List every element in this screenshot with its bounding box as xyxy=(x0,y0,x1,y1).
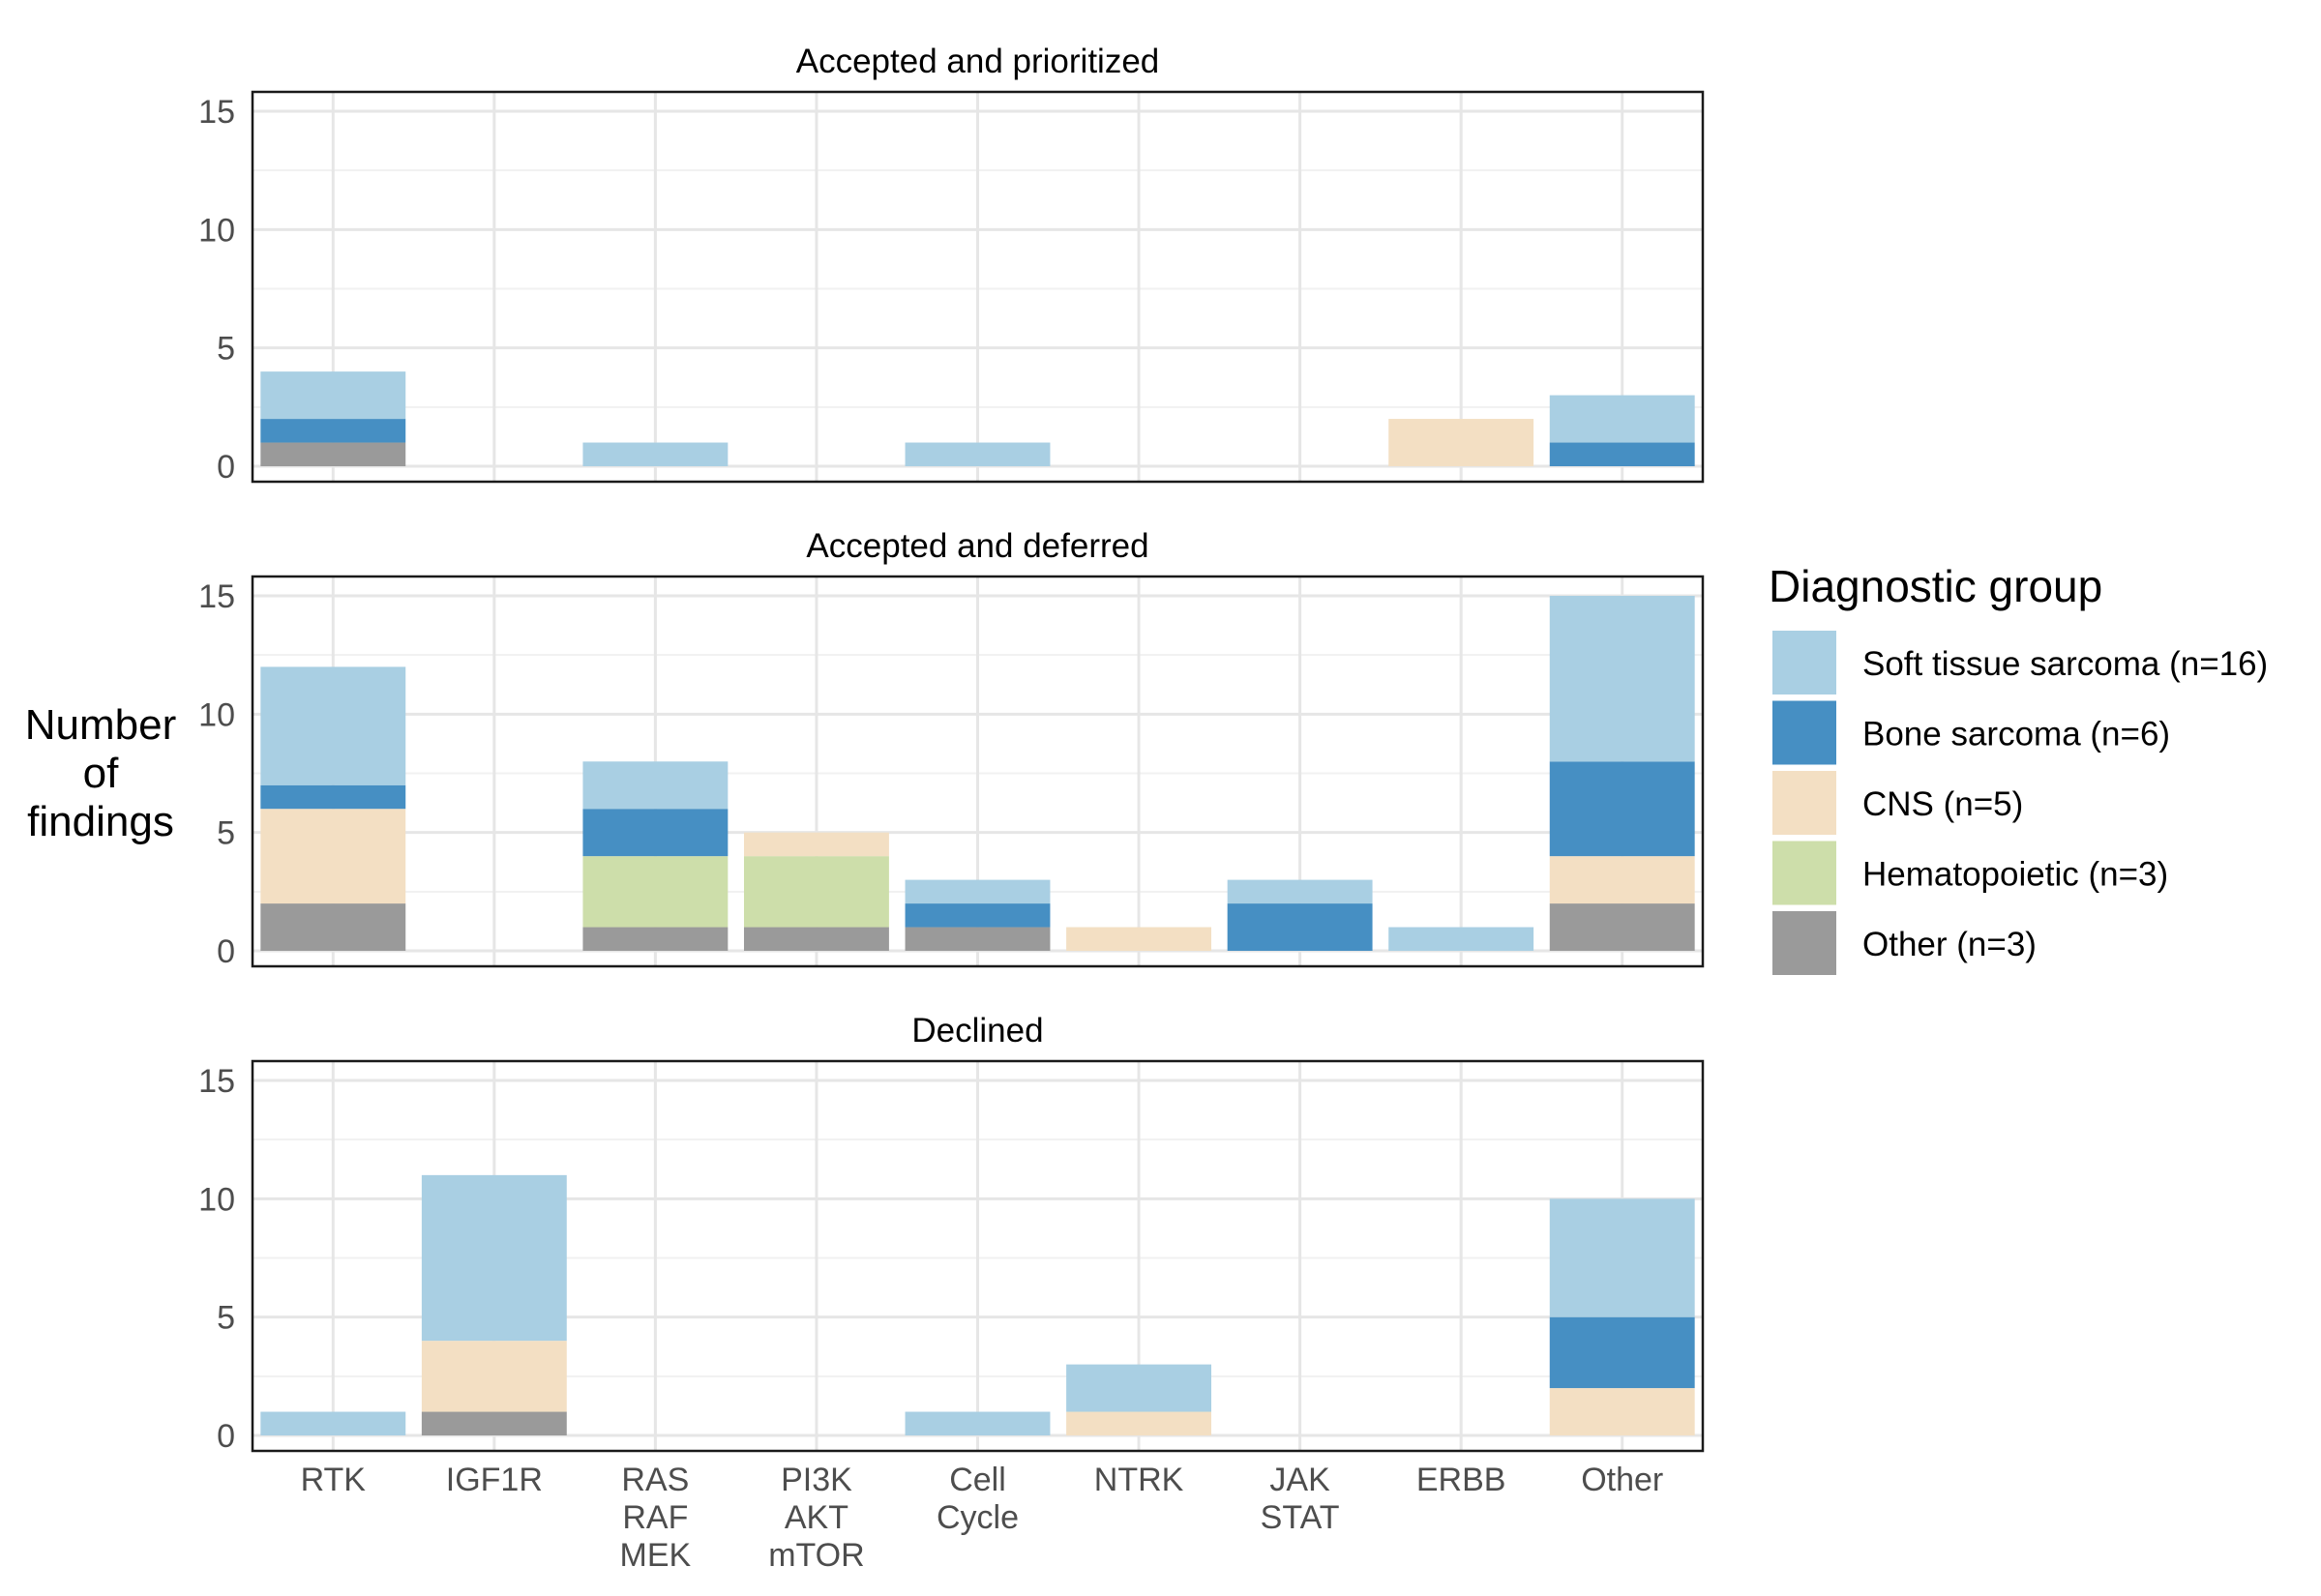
legend-item-hematopoietic: Hematopoietic (n=3) xyxy=(1772,841,2168,905)
bar-segment-soft-tissue-sarcoma xyxy=(1549,1198,1695,1317)
bar-segment-cns xyxy=(260,809,406,904)
x-tick-label: Cell Cycle xyxy=(937,1462,1019,1536)
bar-segment-soft-tissue-sarcoma xyxy=(905,442,1051,466)
bar-segment-bone-sarcoma xyxy=(260,419,406,443)
bar-segment-soft-tissue-sarcoma xyxy=(260,666,406,785)
legend-title: Diagnostic group xyxy=(1769,561,2102,611)
bar-segment-bone-sarcoma xyxy=(582,809,729,857)
y-tick-label: 0 xyxy=(217,449,235,486)
y-tick-label: 0 xyxy=(217,1418,235,1455)
panel-title: Accepted and deferred xyxy=(806,527,1148,565)
bar-segment-hematopoietic xyxy=(743,856,889,928)
bar-segment-cns xyxy=(1066,927,1212,951)
x-tick-label: RAS RAF MEK xyxy=(620,1462,692,1574)
legend-item-other: Other (n=3) xyxy=(1772,911,2037,975)
panel-title: Declined xyxy=(911,1012,1043,1049)
legend-item-cns: CNS (n=5) xyxy=(1772,771,2023,835)
x-tick-label: JAK STAT xyxy=(1261,1462,1340,1536)
bar-segment-cns xyxy=(1066,1411,1212,1435)
bar-segment-bone-sarcoma xyxy=(1549,442,1695,466)
bar-segment-soft-tissue-sarcoma xyxy=(1227,879,1373,904)
legend-items: Soft tissue sarcoma (n=16) Bone sarcoma (… xyxy=(1772,631,2268,975)
y-tick-label: 5 xyxy=(217,331,235,368)
panel-border xyxy=(251,575,1705,968)
x-tick-label: RTK xyxy=(301,1462,367,1498)
bar-segment-bone-sarcoma xyxy=(1227,903,1373,951)
legend-label: Other (n=3) xyxy=(1862,926,2037,963)
bar-segment-bone-sarcoma xyxy=(1549,1316,1695,1389)
bar-segment-other xyxy=(743,927,889,951)
y-tick-label: 15 xyxy=(198,94,235,131)
bar-segment-other xyxy=(260,442,406,466)
bar-segment-other xyxy=(582,927,729,951)
x-tick-label: NTRK xyxy=(1094,1462,1184,1498)
panel-border xyxy=(251,90,1705,484)
legend-label: Hematopoietic (n=3) xyxy=(1862,856,2168,894)
legend-swatch xyxy=(1772,631,1836,695)
x-tick-label: PI3K AKT mTOR xyxy=(768,1462,864,1574)
bar-segment-other xyxy=(1549,903,1695,951)
bar-segment-hematopoietic xyxy=(582,856,729,928)
legend-label: CNS (n=5) xyxy=(1862,785,2023,823)
panel-accepted-and-deferred: Accepted and deferred 0 5 10 15 xyxy=(198,527,1705,970)
bar-segment-bone-sarcoma xyxy=(260,784,406,810)
bar-segment-cns xyxy=(743,832,889,857)
bar-segment-cns xyxy=(1549,1388,1695,1435)
bar-segment-other xyxy=(260,903,406,951)
bar-segment-cns xyxy=(1388,419,1534,466)
legend-swatch xyxy=(1772,911,1836,975)
legend-swatch xyxy=(1772,841,1836,905)
bar-segment-bone-sarcoma xyxy=(1549,761,1695,857)
bar-segment-soft-tissue-sarcoma xyxy=(260,1411,406,1435)
legend-label: Soft tissue sarcoma (n=16) xyxy=(1862,645,2268,683)
panel-declined: Declined 0 5 10 15 xyxy=(198,1012,1705,1455)
bar-segment-other xyxy=(905,927,1051,951)
panel-accepted-and-prioritized: Accepted and prioritized 0 5 10 15 xyxy=(198,43,1705,486)
legend-swatch xyxy=(1772,700,1836,765)
bar-segment-soft-tissue-sarcoma xyxy=(1066,1364,1212,1412)
panel-title: Accepted and prioritized xyxy=(796,43,1160,80)
y-tick-label: 10 xyxy=(198,212,235,249)
legend-label: Bone sarcoma (n=6) xyxy=(1862,716,2170,754)
panel-border xyxy=(251,1059,1705,1453)
bar-segment-cns xyxy=(1549,856,1695,904)
bar-segment-bone-sarcoma xyxy=(905,903,1051,928)
legend-swatch xyxy=(1772,771,1836,835)
bar-segment-soft-tissue-sarcoma xyxy=(582,761,729,810)
y-tick-label: 5 xyxy=(217,1300,235,1337)
bar-segment-cns xyxy=(421,1341,567,1412)
legend: Diagnostic group Soft tissue sarcoma (n=… xyxy=(1769,561,2268,975)
y-tick-label: 15 xyxy=(198,578,235,615)
bar-segment-other xyxy=(421,1411,567,1435)
x-tick-label: Other xyxy=(1581,1462,1663,1498)
legend-item-bone-sarcoma: Bone sarcoma (n=6) xyxy=(1772,700,2170,765)
bar-segment-soft-tissue-sarcoma xyxy=(1549,596,1695,762)
bar-segment-soft-tissue-sarcoma xyxy=(260,371,406,420)
legend-item-soft-tissue-sarcoma: Soft tissue sarcoma (n=16) xyxy=(1772,631,2268,695)
y-tick-label: 15 xyxy=(198,1063,235,1100)
x-axis-labels: RTK IGF1R RAS RAF MEK PI3K AKT mTOR Cell Cycle NTR… xyxy=(301,1462,1664,1574)
bar-segment-soft-tissue-sarcoma xyxy=(905,1411,1051,1435)
y-tick-label: 5 xyxy=(217,815,235,852)
bar-segment-soft-tissue-sarcoma xyxy=(905,879,1051,904)
y-tick-label: 0 xyxy=(217,933,235,970)
x-tick-label: IGF1R xyxy=(446,1462,543,1498)
x-tick-label: ERBB xyxy=(1416,1462,1506,1498)
y-axis-label: Number of findings xyxy=(25,701,177,845)
bar-segment-soft-tissue-sarcoma xyxy=(582,442,729,466)
bar-segment-soft-tissue-sarcoma xyxy=(1388,927,1534,951)
y-tick-label: 10 xyxy=(198,1181,235,1218)
y-tick-label: 10 xyxy=(198,696,235,733)
bar-segment-soft-tissue-sarcoma xyxy=(1549,395,1695,443)
bar-segment-soft-tissue-sarcoma xyxy=(421,1174,567,1342)
